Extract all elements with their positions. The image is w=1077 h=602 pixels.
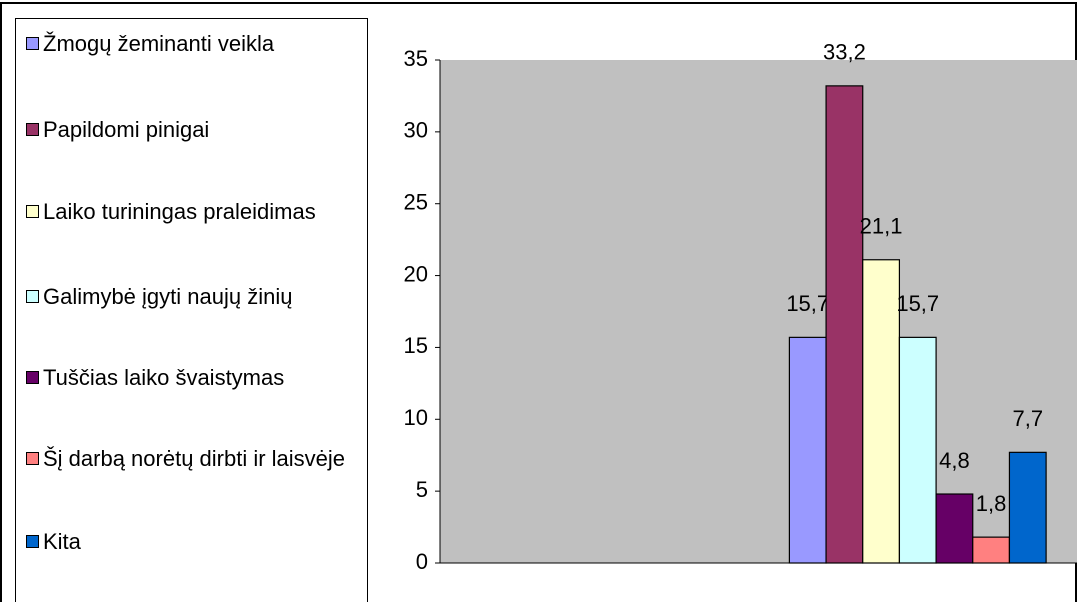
value-label: 1,8 xyxy=(976,491,1007,516)
legend-label: Šį darbą norėtų dirbti ir laisvėje xyxy=(43,446,346,471)
bar xyxy=(825,85,864,564)
legend-item: Žmogų žeminanti veikla xyxy=(26,28,356,60)
plot-area xyxy=(440,60,1077,563)
legend-label: Žmogų žeminanti veikla xyxy=(43,31,275,56)
legend-label: Kita xyxy=(43,529,81,554)
y-tick-label: 20 xyxy=(404,261,428,286)
y-tick-label: 35 xyxy=(404,46,428,71)
legend-swatch xyxy=(26,371,39,384)
legend-item: Galimybė įgyti naujų žinių xyxy=(26,281,356,313)
legend-swatch xyxy=(26,290,39,303)
legend-item: Šį darbą norėtų dirbti ir laisvėje xyxy=(26,443,356,475)
legend-label: Papildomi pinigai xyxy=(43,117,210,142)
legend-item: Tuščias laiko švaistymas xyxy=(26,362,356,394)
bar xyxy=(898,336,937,564)
legend-swatch xyxy=(26,37,39,50)
legend-swatch xyxy=(26,452,39,465)
legend-item: Papildomi pinigai xyxy=(26,114,356,146)
value-label: 7,7 xyxy=(1012,406,1043,431)
legend-swatch xyxy=(26,123,39,136)
legend-label: Galimybė įgyti naujų žinių xyxy=(43,284,293,309)
legend-item: Kita xyxy=(26,526,356,558)
legend-swatch xyxy=(26,205,39,218)
legend-item: Laiko turiningas praleidimas xyxy=(26,196,356,228)
value-label: 15,7 xyxy=(786,291,829,316)
legend-swatch xyxy=(26,535,39,548)
legend-label: Tuščias laiko švaistymas xyxy=(43,365,285,390)
bar xyxy=(972,536,1011,564)
bar xyxy=(1008,451,1047,564)
y-tick-label: 0 xyxy=(416,549,428,574)
value-label: 33,2 xyxy=(823,40,866,65)
value-label: 4,8 xyxy=(939,448,970,473)
value-label: 21,1 xyxy=(860,214,903,239)
bar xyxy=(935,493,974,564)
legend: Žmogų žeminanti veikla Papildomi pinigai L… xyxy=(15,18,368,602)
bar xyxy=(788,336,827,564)
value-label: 15,7 xyxy=(896,291,939,316)
y-tick-label: 30 xyxy=(404,118,428,143)
legend-label: Laiko turiningas praleidimas xyxy=(43,199,316,224)
y-tick-label: 25 xyxy=(404,190,428,215)
y-tick-label: 10 xyxy=(404,405,428,430)
y-tick-label: 15 xyxy=(404,333,428,358)
bar xyxy=(862,259,901,564)
y-tick-label: 5 xyxy=(416,477,428,502)
